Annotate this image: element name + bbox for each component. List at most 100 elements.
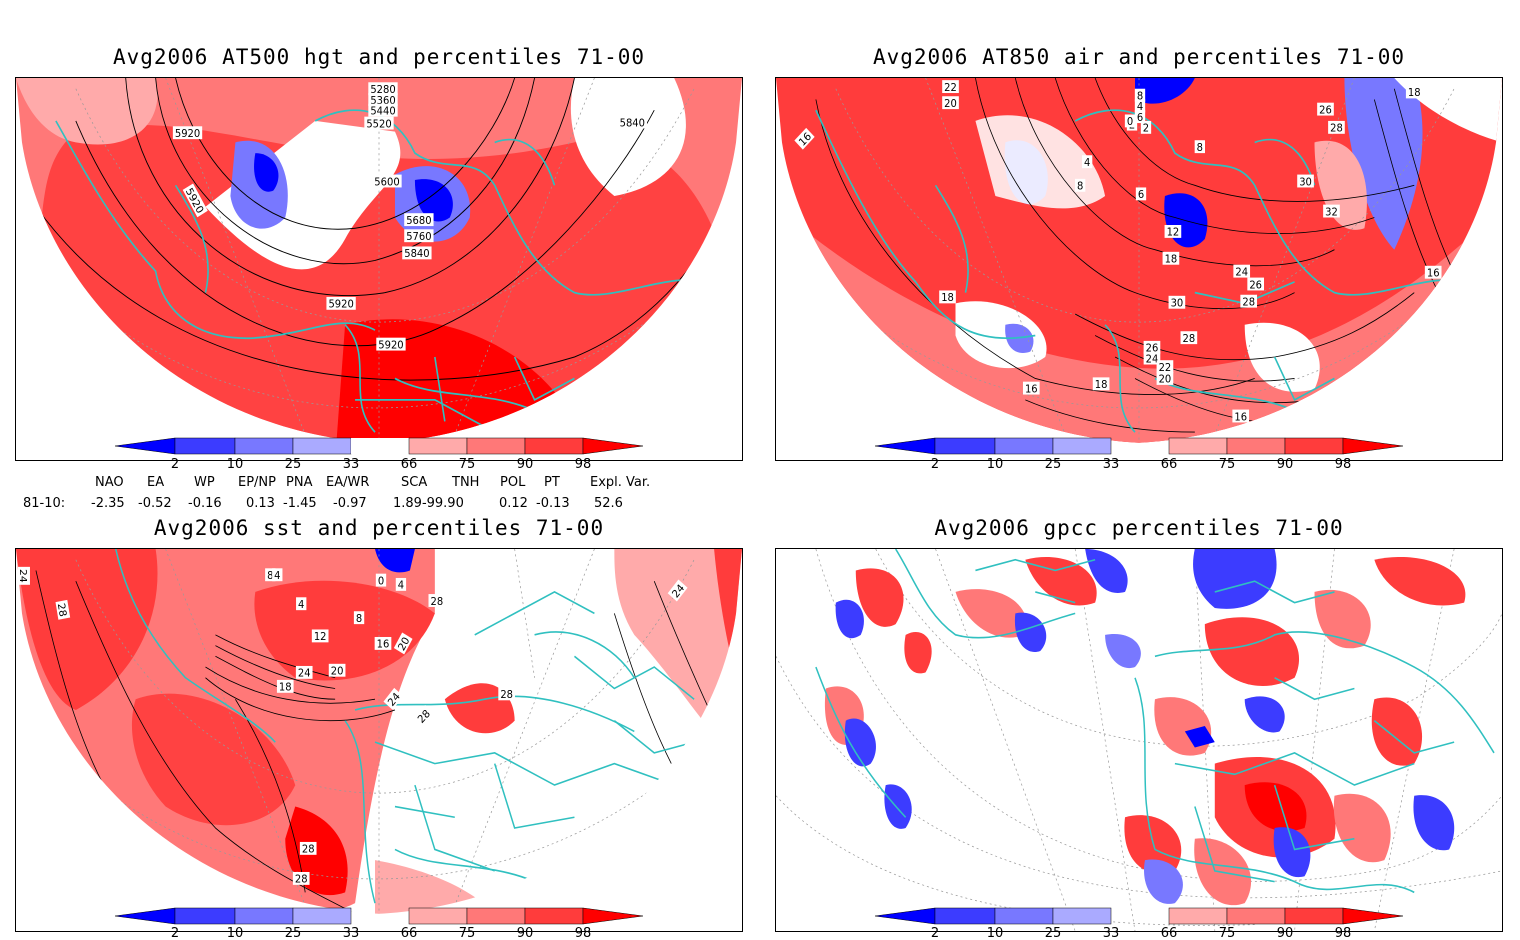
contour-label: 5920: [376, 337, 406, 352]
contour-label: 12: [311, 629, 329, 643]
map-panel-hgt500: 5280 5360 5440 5520 5920 5840 5920 5600 …: [15, 77, 743, 461]
indices-value-row: 81-10: -2.35 -0.52 -0.16 0.13 -1.45 -0.9…: [0, 496, 760, 512]
colorbar-tick: 66: [401, 457, 418, 472]
contour-label: 16: [1424, 265, 1442, 280]
map-panel-sst: 24 28 8 4 0 4 4 8 12 16 20 24 18 20 24 2…: [15, 548, 743, 932]
colorbar-tick: 25: [1045, 926, 1062, 940]
colorbar-tick: 33: [343, 457, 360, 472]
colorbar-tick: 75: [459, 926, 476, 940]
contour-label: 22: [942, 80, 959, 94]
svg-text:4: 4: [1084, 157, 1090, 169]
contour-label: 12: [1164, 225, 1182, 239]
svg-text:0: 0: [378, 575, 384, 587]
contour-label: [375, 919, 385, 931]
svg-text:5440: 5440: [370, 105, 395, 117]
colorbar-tick: 98: [1335, 926, 1352, 940]
index-value-epnp: 0.13: [246, 496, 275, 511]
colorbar-tick: 10: [227, 926, 244, 940]
index-header-eawr: EA/WR: [326, 475, 370, 490]
contour-label: 8: [353, 611, 365, 625]
contour-label: 16: [1232, 409, 1250, 423]
gpcc-anomaly-patches: [824, 549, 1466, 906]
contour-label: 4: [272, 568, 283, 582]
colorbar-sst: 2 10 25 33 66 75 90 98: [114, 907, 645, 940]
contour-label: 18: [1405, 85, 1423, 99]
svg-text:30: 30: [1171, 297, 1184, 309]
colorbar-air850: 2 10 25 33 66 75 90 98: [874, 437, 1405, 478]
svg-text:32: 32: [1325, 206, 1338, 218]
contour-labels-sst: 24 28 8 4 0 4 4 8 12 16 20 24 18 20 24 2…: [17, 566, 688, 931]
svg-text:4: 4: [298, 599, 304, 611]
svg-text:28: 28: [1330, 122, 1343, 134]
colorbar-tick: 10: [987, 926, 1004, 940]
contour-label: 8: [1074, 178, 1086, 193]
map-panel-air850: 22 20 16 8 4 6 2 0 2 8 4 8 6 12 18 18 24…: [775, 77, 1503, 461]
index-header-pol: POL: [500, 475, 526, 490]
contour-label: 28: [1240, 294, 1258, 309]
index-value-pna: -1.45: [283, 496, 317, 511]
contour-label: 6: [1134, 110, 1146, 124]
contour-label: 20: [1156, 372, 1174, 386]
svg-text:26: 26: [1249, 279, 1262, 291]
contour-label: 28: [299, 841, 317, 856]
contour-label: 2: [1140, 120, 1152, 135]
svg-text:18: 18: [279, 681, 292, 693]
contour-label: 24: [295, 665, 313, 680]
contour-label: 26: [1247, 277, 1265, 291]
contour-label: 4: [1134, 99, 1146, 113]
colorbar-gpcc: 2 10 25 33 66 75 90 98: [874, 907, 1405, 940]
colorbar-tick: 25: [285, 457, 302, 472]
colorbar-tick: 66: [401, 926, 418, 940]
svg-text:0: 0: [1127, 116, 1133, 128]
colorbar-tick: 75: [1219, 926, 1236, 940]
contour-label: 4: [395, 577, 407, 592]
contour-label: 24: [17, 566, 30, 585]
contour-label: 0: [1124, 114, 1136, 128]
index-value-sca: 1.89-99.90: [393, 496, 464, 511]
contour-label: 5920: [172, 126, 203, 140]
contour-labels-hgt500: 5280 5360 5440 5520 5920 5840 5920 5600 …: [172, 82, 647, 352]
svg-text:26: 26: [1319, 104, 1332, 116]
svg-text:16: 16: [1025, 383, 1038, 395]
svg-text:8: 8: [267, 570, 273, 582]
svg-text:28: 28: [1242, 296, 1255, 308]
contour-labels-air850: 22 20 16 8 4 6 2 0 2 8 4 8 6 12 18 18 24…: [794, 80, 1442, 423]
svg-text:6: 6: [1138, 189, 1144, 201]
contour-label: 20: [393, 632, 413, 655]
index-header-wp: WP: [194, 475, 215, 490]
index-header-explvar: Expl. Var.: [590, 475, 651, 490]
contour-label: 28: [1328, 120, 1345, 135]
contour-label: 26: [1317, 102, 1334, 117]
contour-label: 28: [292, 871, 310, 886]
index-header-tnh: TNH: [452, 475, 480, 490]
svg-text:5920: 5920: [175, 128, 200, 140]
svg-text:24: 24: [17, 569, 29, 583]
contour-label: 18: [1162, 251, 1180, 266]
contour-label: 5840: [617, 115, 647, 129]
svg-text:24: 24: [298, 667, 311, 679]
contour-label: 16: [374, 636, 392, 651]
svg-text:28: 28: [55, 602, 69, 618]
index-value-explvar: 52.6: [594, 496, 623, 511]
svg-text:2: 2: [1143, 122, 1149, 134]
colorbar-tick: 75: [1219, 457, 1236, 472]
svg-text:28: 28: [500, 689, 513, 701]
contour-label: 28: [428, 594, 446, 608]
contour-label: 8: [265, 568, 276, 582]
contour-label: 28: [1180, 331, 1198, 345]
colorbar-tick: 90: [1277, 926, 1294, 940]
svg-text:5680: 5680: [406, 215, 431, 227]
svg-text:5520: 5520: [366, 118, 391, 130]
map-panel-gpcc: [775, 548, 1503, 932]
svg-text:5360: 5360: [370, 94, 395, 106]
svg-text:28: 28: [295, 873, 308, 885]
svg-text:24: 24: [1235, 266, 1248, 278]
colorbar-tick: 66: [1161, 926, 1178, 940]
index-value-nao: -2.35: [91, 496, 125, 511]
colorbar-tick: 90: [1277, 457, 1294, 472]
index-header-epnp: EP/NP: [238, 475, 276, 490]
colorbar-tick: 2: [931, 457, 939, 472]
contour-label: 5840: [402, 246, 432, 260]
colorbar-hgt500: 2 10 25 33 66 75 90 98: [114, 437, 645, 478]
svg-text:8: 8: [1077, 180, 1083, 192]
